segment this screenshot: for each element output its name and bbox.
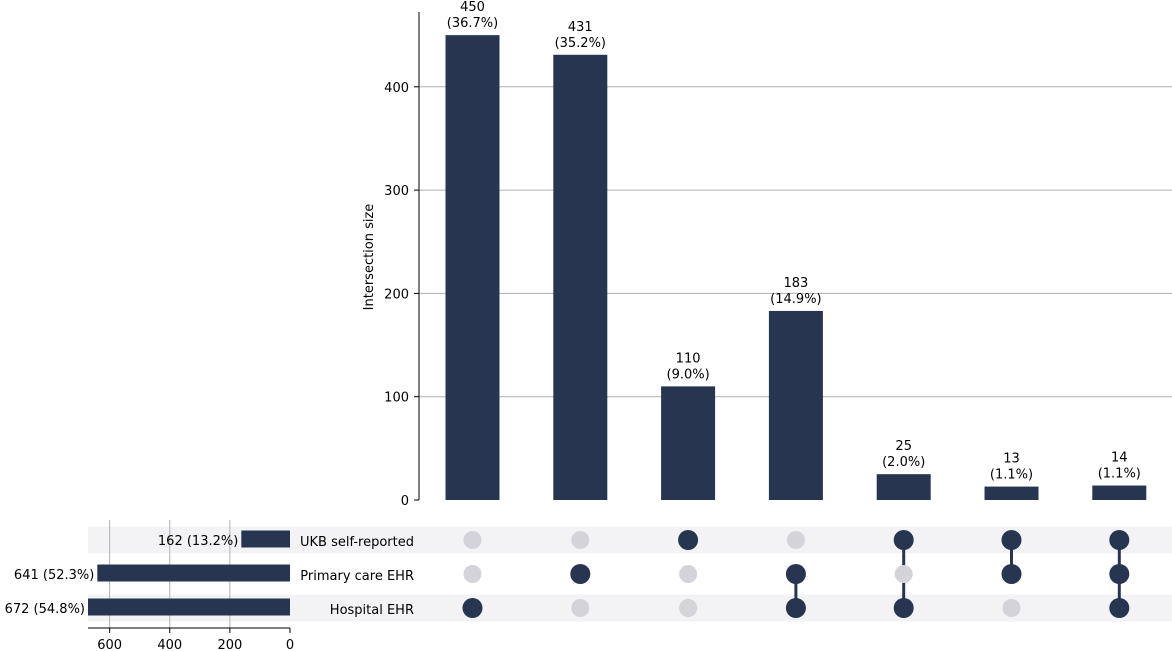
bar-percent-label: (35.2%) [555, 36, 606, 51]
matrix-dot-inactive [1002, 599, 1021, 617]
y-tick-label: 100 [384, 391, 409, 406]
set-name-label: Hospital EHR [330, 603, 414, 618]
bar-count-label: 25 [895, 439, 912, 454]
bar-count-label: 14 [1111, 451, 1128, 466]
matrix-dot-inactive [463, 531, 482, 549]
matrix-dot-active [678, 530, 699, 550]
bar-count-label: 13 [1003, 452, 1020, 467]
matrix-dot-inactive [894, 565, 913, 583]
matrix-dot-active [1109, 530, 1130, 550]
bar-count-label: 450 [460, 0, 485, 15]
matrix-dot-inactive [571, 531, 590, 549]
matrix-dot-active [570, 564, 591, 584]
set-name-label: UKB self-reported [300, 535, 414, 550]
y-tick-label: 0 [401, 494, 409, 509]
y-tick-label: 300 [384, 184, 409, 199]
bar-count-label: 431 [568, 20, 593, 35]
bar-percent-label: (1.1%) [1098, 467, 1141, 482]
intersection-bar [553, 54, 608, 500]
matrix-dot-active [1109, 564, 1130, 584]
bar-percent-label: (14.9%) [770, 292, 821, 307]
set-size-tick-label: 0 [286, 638, 294, 651]
bar-percent-label: (2.0%) [882, 455, 925, 470]
matrix-dot-inactive [571, 599, 590, 617]
y-tick-label: 400 [384, 81, 409, 96]
intersection-bar [876, 474, 931, 500]
matrix-dot-active [462, 598, 483, 618]
intersection-bar [984, 486, 1039, 500]
intersection-bar [661, 386, 716, 500]
matrix-dot-inactive [463, 565, 482, 583]
bar-percent-label: (9.0%) [667, 367, 710, 382]
matrix-dot-active [1001, 564, 1022, 584]
bar-percent-label: (36.7%) [447, 16, 498, 31]
bar-percent-label: (1.1%) [990, 468, 1033, 483]
set-size-bar [241, 530, 290, 548]
matrix-dot-active [785, 564, 806, 584]
matrix-dot-active [893, 598, 914, 618]
matrix-dot-active [1109, 598, 1130, 618]
bar-count-label: 110 [676, 351, 701, 366]
set-size-tick-label: 400 [157, 638, 182, 651]
matrix-dot-inactive [679, 599, 698, 617]
intersection-bar [1092, 485, 1147, 500]
set-size-label: 162 (13.2%) [158, 534, 238, 549]
y-tick-label: 200 [384, 287, 409, 302]
matrix-dot-active [1001, 530, 1022, 550]
bar-count-label: 183 [783, 276, 808, 291]
set-size-label: 641 (52.3%) [14, 568, 94, 583]
matrix-dot-active [893, 530, 914, 550]
set-size-label: 672 (54.8%) [5, 602, 85, 617]
y-axis-label: Intersection size [362, 204, 377, 311]
set-size-tick-label: 200 [217, 638, 242, 651]
set-size-bar [88, 598, 290, 616]
matrix-dot-inactive [679, 565, 698, 583]
set-size-bar [97, 564, 290, 582]
set-size-tick-label: 600 [97, 638, 122, 651]
matrix-dot-inactive [786, 531, 805, 549]
matrix-dot-active [785, 598, 806, 618]
intersection-bar [445, 35, 500, 501]
set-name-label: Primary care EHR [300, 569, 414, 584]
intersection-bar [768, 310, 823, 500]
